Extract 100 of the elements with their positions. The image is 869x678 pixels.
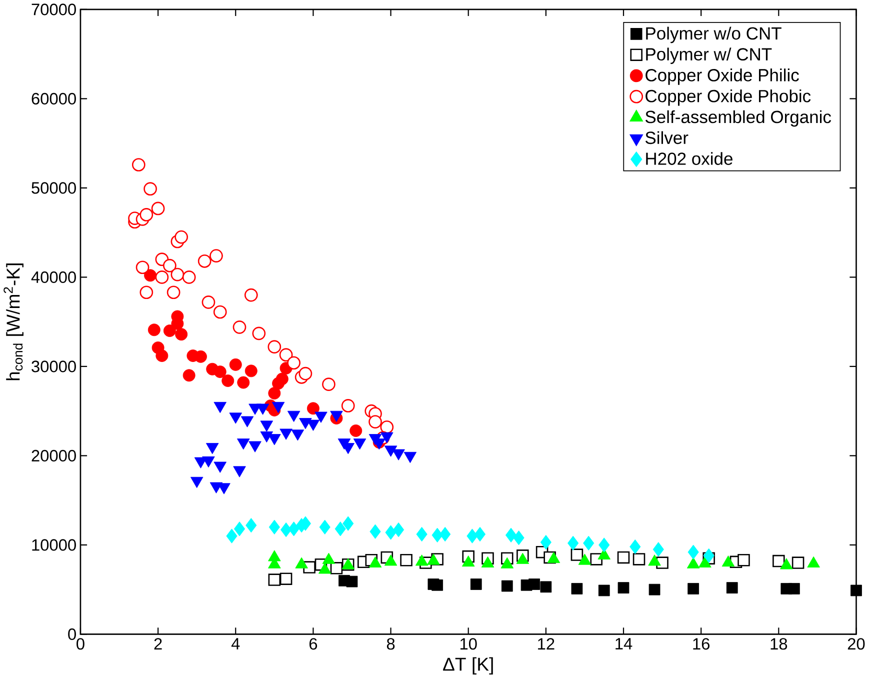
point: [232, 320, 246, 334]
x-tick-label: 0: [76, 638, 84, 650]
point: [151, 202, 165, 216]
point: [540, 534, 552, 550]
point: [144, 182, 157, 196]
point: [163, 258, 176, 272]
point: [792, 556, 804, 569]
point: [156, 349, 168, 362]
point: [334, 521, 346, 536]
point: [276, 372, 288, 386]
point: [306, 402, 320, 415]
legend-label: Silver: [645, 131, 688, 144]
point: [540, 581, 552, 592]
point: [229, 358, 242, 371]
point: [726, 582, 738, 594]
point: [528, 578, 540, 590]
point: [466, 528, 478, 544]
point: [368, 415, 382, 428]
point: [234, 521, 246, 536]
legend-label: Polymer w/o CNT: [646, 26, 782, 43]
point: [268, 340, 282, 354]
y-tick-label: 20000: [32, 450, 76, 462]
point: [513, 530, 524, 546]
point: [322, 378, 336, 391]
point: [400, 554, 412, 566]
point: [688, 582, 700, 594]
point: [598, 584, 610, 596]
point: [213, 305, 227, 319]
point: [268, 574, 281, 586]
point: [583, 536, 594, 550]
point: [279, 348, 293, 362]
point: [140, 286, 154, 299]
point: [148, 324, 160, 336]
point: [166, 286, 180, 299]
point: [280, 572, 292, 585]
point: [392, 522, 404, 538]
point: [155, 270, 169, 284]
point: [501, 580, 513, 592]
y-tick-label: 10000: [32, 539, 76, 551]
point: [571, 582, 583, 594]
point: [163, 324, 176, 337]
legend-label: H202 oxide: [646, 152, 732, 165]
y-tick-label: 60000: [32, 92, 76, 104]
point: [175, 328, 188, 340]
point: [568, 536, 579, 550]
x-tick-label: 18: [770, 638, 788, 650]
point: [380, 420, 394, 434]
point: [288, 521, 300, 536]
point: [618, 582, 630, 594]
point: [330, 562, 343, 574]
point: [280, 522, 292, 538]
point: [346, 576, 358, 588]
y-tick-label: 40000: [31, 271, 76, 283]
point: [202, 295, 216, 309]
x-tick-label: 6: [309, 638, 318, 650]
point: [703, 548, 714, 563]
point: [688, 544, 699, 560]
point: [505, 528, 517, 542]
point: [144, 269, 157, 282]
x-tick-label: 12: [538, 638, 554, 650]
point: [772, 554, 785, 568]
point: [470, 578, 482, 590]
point: [632, 553, 646, 566]
point: [182, 270, 196, 284]
point: [210, 249, 223, 262]
point: [237, 376, 250, 389]
y-tick-label: 50000: [32, 182, 76, 194]
point: [617, 551, 630, 564]
x-tick-label: 20: [848, 638, 865, 650]
y-axis-title: h$_{cond}$ [W/m$^{2}$-K]: [4, 263, 24, 380]
legend-label: Polymer w/ CNT: [646, 48, 772, 64]
point: [226, 528, 238, 544]
point: [440, 526, 451, 542]
legend-label: Copper Oxide Philic: [646, 68, 799, 85]
point: [244, 364, 258, 378]
y-tick-label: 0: [68, 628, 76, 640]
point: [598, 538, 610, 552]
point: [140, 208, 154, 222]
point: [268, 386, 281, 400]
point: [370, 524, 381, 539]
point: [268, 520, 280, 534]
x-axis-title: ΔT [K]: [443, 657, 493, 674]
point: [350, 424, 362, 437]
point: [850, 584, 862, 596]
point: [416, 526, 428, 542]
point: [570, 548, 584, 561]
legend-label: Self-assembled Organic: [645, 110, 832, 127]
point: [246, 518, 257, 533]
point: [342, 516, 354, 531]
point: [287, 356, 300, 370]
point: [182, 369, 196, 382]
point: [298, 366, 312, 380]
legend-label: Copper Oxide Phobic: [646, 89, 811, 106]
point: [319, 520, 330, 534]
x-tick-label: 8: [386, 638, 395, 650]
y-tick-label: 70000: [32, 4, 76, 16]
point: [198, 254, 212, 268]
point: [474, 526, 486, 542]
point: [788, 582, 800, 594]
point: [432, 528, 443, 542]
